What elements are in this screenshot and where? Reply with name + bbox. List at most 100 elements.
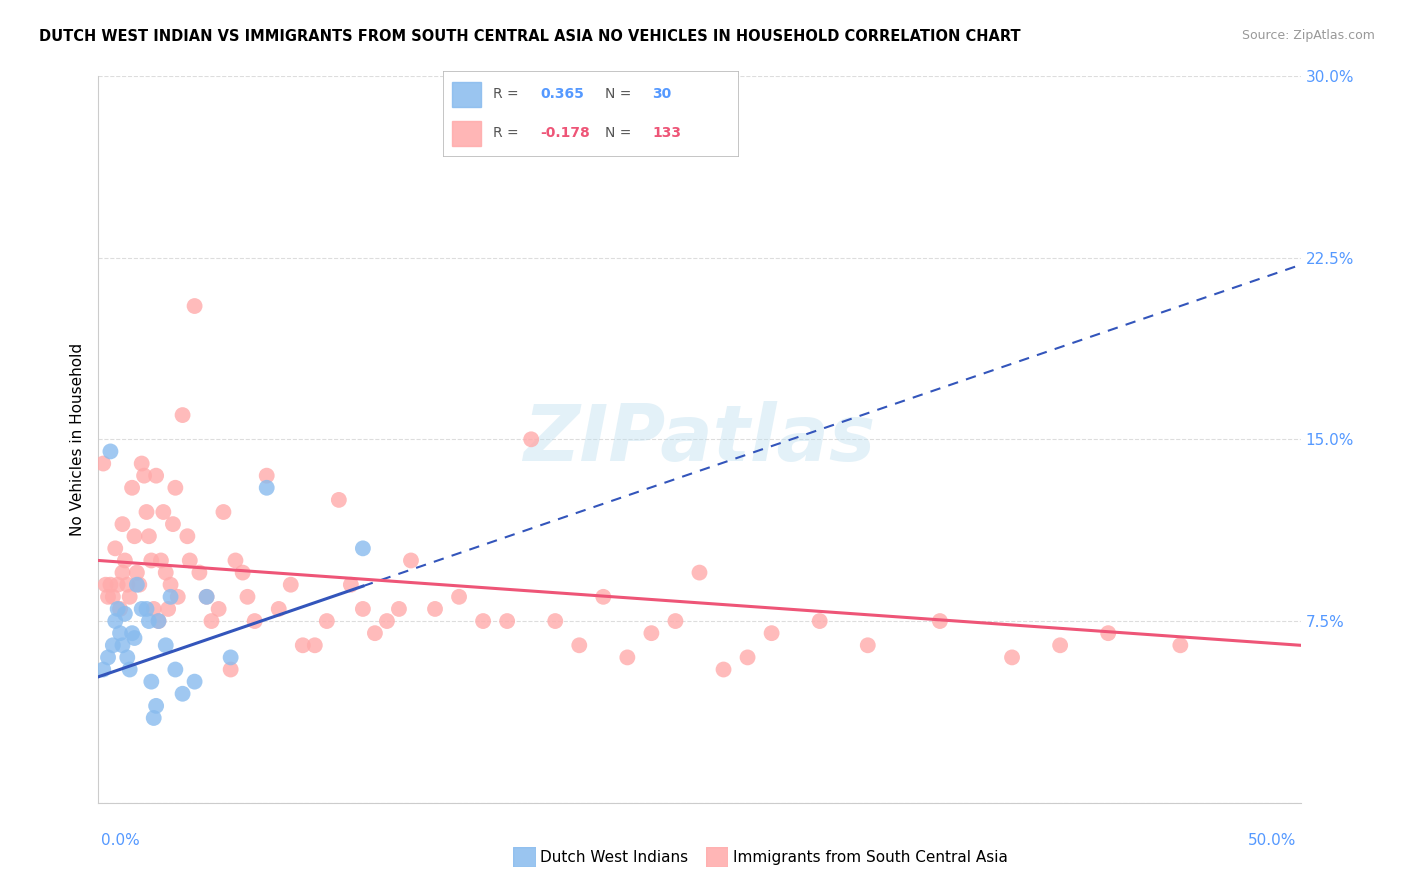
- Point: [159, 578, 181, 592]
- Point: [104, 541, 127, 556]
- Point: [100, 444, 122, 458]
- Point: [232, 566, 254, 580]
- Text: -0.178: -0.178: [540, 127, 591, 140]
- Point: [117, 650, 139, 665]
- Point: [124, 631, 146, 645]
- Point: [111, 566, 134, 580]
- Point: [315, 614, 337, 628]
- Y-axis label: No Vehicles in Household: No Vehicles in Household: [70, 343, 86, 536]
- Point: [1001, 650, 1024, 665]
- Point: [107, 578, 129, 592]
- Point: [737, 650, 759, 665]
- Text: 0.0%: 0.0%: [101, 833, 141, 848]
- Point: [149, 553, 172, 567]
- Point: [188, 566, 211, 580]
- Bar: [451, 81, 481, 107]
- Point: [544, 614, 567, 628]
- Point: [128, 578, 150, 592]
- Point: [340, 578, 363, 592]
- Point: [159, 590, 181, 604]
- Point: [101, 638, 124, 652]
- Point: [141, 553, 163, 567]
- Point: [124, 529, 146, 543]
- Text: 30: 30: [652, 87, 672, 101]
- Point: [592, 590, 614, 604]
- Point: [195, 590, 218, 604]
- Point: [125, 578, 148, 592]
- Point: [183, 299, 205, 313]
- Point: [243, 614, 266, 628]
- Point: [1097, 626, 1119, 640]
- Point: [328, 492, 350, 507]
- Point: [94, 578, 117, 592]
- Point: [375, 614, 398, 628]
- Point: [148, 614, 170, 628]
- Text: Immigrants from South Central Asia: Immigrants from South Central Asia: [733, 850, 1008, 864]
- Point: [131, 457, 153, 471]
- Bar: [451, 120, 481, 146]
- Text: N =: N =: [606, 127, 636, 140]
- Point: [141, 674, 163, 689]
- Point: [616, 650, 638, 665]
- Point: [1049, 638, 1071, 652]
- Point: [138, 614, 160, 628]
- Point: [145, 468, 167, 483]
- Point: [148, 614, 170, 628]
- Point: [162, 517, 184, 532]
- Point: [121, 481, 143, 495]
- Point: [224, 553, 246, 567]
- Point: [91, 663, 114, 677]
- Point: [291, 638, 314, 652]
- Point: [352, 602, 374, 616]
- Point: [172, 408, 194, 422]
- Point: [145, 698, 167, 713]
- Text: ZIPatlas: ZIPatlas: [523, 401, 876, 477]
- Point: [267, 602, 290, 616]
- Point: [472, 614, 495, 628]
- Point: [364, 626, 387, 640]
- Point: [856, 638, 879, 652]
- Point: [200, 614, 222, 628]
- Point: [155, 566, 177, 580]
- Point: [101, 590, 124, 604]
- Point: [152, 505, 174, 519]
- Point: [108, 626, 131, 640]
- Point: [808, 614, 831, 628]
- Text: R =: R =: [494, 87, 523, 101]
- Point: [125, 566, 148, 580]
- Point: [640, 626, 662, 640]
- Point: [91, 457, 114, 471]
- Point: [399, 553, 422, 567]
- Point: [111, 638, 134, 652]
- Point: [236, 590, 259, 604]
- Point: [114, 607, 136, 621]
- Point: [172, 687, 194, 701]
- Point: [121, 626, 143, 640]
- Point: [108, 602, 131, 616]
- Point: [208, 602, 231, 616]
- Point: [447, 590, 470, 604]
- Text: N =: N =: [606, 87, 636, 101]
- Point: [664, 614, 686, 628]
- Point: [219, 650, 242, 665]
- Point: [118, 663, 141, 677]
- Text: 0.365: 0.365: [540, 87, 585, 101]
- Point: [219, 663, 242, 677]
- Point: [568, 638, 591, 652]
- Point: [165, 481, 187, 495]
- Point: [111, 517, 134, 532]
- Text: Dutch West Indians: Dutch West Indians: [540, 850, 688, 864]
- Point: [176, 529, 198, 543]
- Point: [100, 578, 122, 592]
- Text: 133: 133: [652, 127, 682, 140]
- Point: [138, 529, 160, 543]
- Point: [97, 650, 120, 665]
- Text: DUTCH WEST INDIAN VS IMMIGRANTS FROM SOUTH CENTRAL ASIA NO VEHICLES IN HOUSEHOLD: DUTCH WEST INDIAN VS IMMIGRANTS FROM SOU…: [39, 29, 1021, 44]
- Point: [280, 578, 302, 592]
- Point: [713, 663, 735, 677]
- Point: [195, 590, 218, 604]
- Point: [157, 602, 180, 616]
- Point: [212, 505, 235, 519]
- Point: [135, 505, 157, 519]
- Point: [117, 578, 139, 592]
